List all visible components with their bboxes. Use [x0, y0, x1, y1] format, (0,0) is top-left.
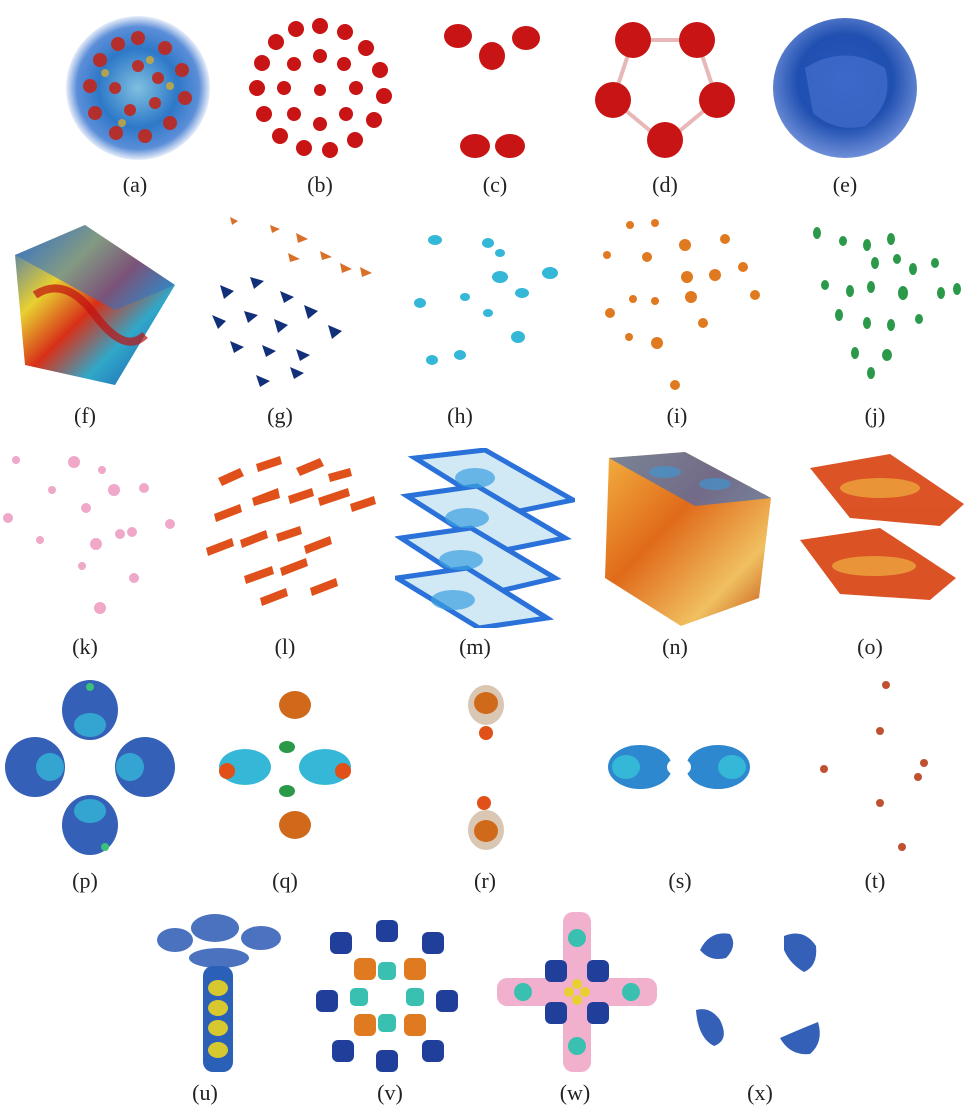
panel-h-image	[400, 215, 570, 395]
panel-k-image	[2, 448, 182, 628]
panel-k-label: (k)	[72, 634, 98, 659]
panel-s-image	[600, 675, 760, 860]
panel-r-image	[410, 675, 560, 860]
panel-w-label: (w)	[559, 1080, 591, 1105]
panel-v-image	[310, 910, 470, 1075]
panel-n-label: (n)	[662, 634, 688, 659]
panel-x-label: (x)	[747, 1080, 773, 1105]
panel-n-image	[595, 448, 775, 628]
panel-u-image	[145, 910, 295, 1075]
panel-i-label: (i)	[666, 403, 688, 428]
panel-g-label: (g)	[267, 403, 293, 428]
panel-v-label: (v)	[377, 1080, 403, 1105]
panel-f-image	[5, 215, 180, 395]
panel-x-image	[680, 910, 840, 1075]
panel-o-label: (o)	[857, 634, 883, 659]
panel-c-label: (c)	[482, 172, 508, 197]
panel-q-label: (q)	[272, 868, 298, 893]
panel-b-label: (b)	[307, 172, 333, 197]
panel-p-label: (p)	[72, 868, 98, 893]
panel-b-image	[240, 8, 400, 168]
panel-m-label: (m)	[459, 634, 491, 659]
panel-g-image	[200, 215, 380, 395]
panel-e-image	[765, 8, 925, 168]
panel-m-image	[395, 448, 575, 628]
panel-t-label: (t)	[864, 868, 886, 893]
panel-w-image	[495, 910, 660, 1075]
panel-t-image	[800, 675, 950, 860]
panel-l-image	[200, 448, 380, 628]
panel-l-label: (l)	[274, 634, 296, 659]
panel-a-label: (a)	[122, 172, 148, 197]
panel-h-label: (h)	[447, 403, 473, 428]
panel-j-image	[795, 215, 965, 395]
panel-s-label: (s)	[668, 868, 692, 893]
panel-o-image	[790, 448, 965, 628]
panel-u-label: (u)	[192, 1080, 218, 1105]
panel-i-image	[595, 215, 765, 395]
panel-a-image	[50, 8, 225, 168]
panel-d-image	[585, 8, 745, 168]
panel-p-image	[5, 675, 175, 860]
panel-e-label: (e)	[832, 172, 858, 197]
panel-j-label: (j)	[864, 403, 886, 428]
panel-q-image	[205, 675, 365, 860]
panel-c-image	[430, 8, 560, 168]
panel-f-label: (f)	[74, 403, 96, 428]
panel-r-label: (r)	[474, 868, 496, 893]
panel-d-label: (d)	[652, 172, 678, 197]
